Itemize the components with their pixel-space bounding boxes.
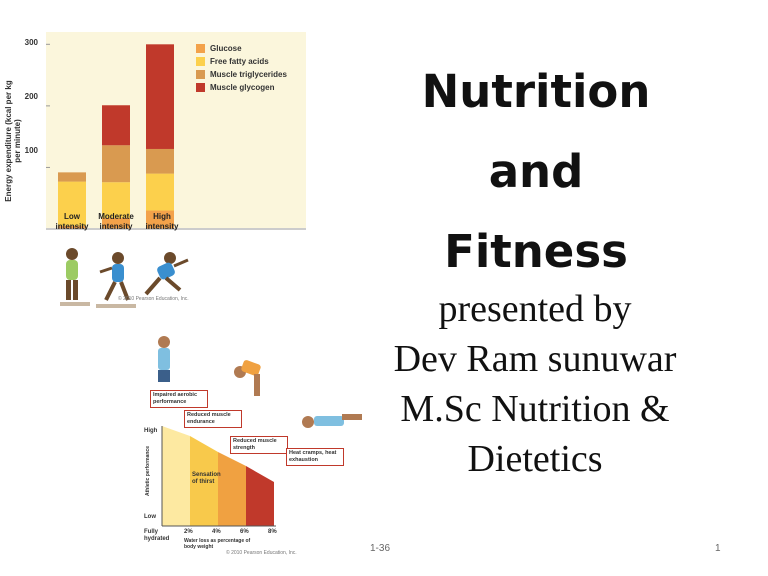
bar-segment-3-muscle-glycogen: [146, 44, 174, 149]
legend-item-muscle-triglycerides: Muscle triglycerides: [196, 68, 287, 81]
subtitle-presented-by: presented by: [438, 288, 632, 330]
y-tick-100: 100: [24, 146, 38, 155]
callout-reduced-endurance: Reduced muscle endurance: [184, 410, 242, 428]
x-tick-8: 8%: [268, 529, 277, 535]
sensation-of-thirst-label: Sensation of thirst: [192, 472, 221, 485]
slide-title: Nutrition and Fitness: [380, 52, 692, 292]
title-line-and: and: [488, 145, 584, 198]
energy-expenditure-figure: Energy expenditure (kcal per kg per minu…: [0, 22, 312, 310]
bar-segment-2-glucose: [102, 217, 130, 229]
bar-segment-2-muscle-glycogen: [102, 105, 130, 146]
person-lying-down-illustration: [302, 414, 362, 428]
bar-segment-3-glucose: [146, 210, 174, 229]
jogger-illustration: [96, 252, 136, 308]
y-high-label: High: [144, 428, 158, 434]
person-head-in-hands-illustration: [158, 336, 170, 382]
y-tick-200: 200: [24, 92, 38, 101]
bar-segment-1-free-fatty-acids: [58, 181, 86, 226]
sprinter-illustration: [144, 252, 189, 296]
x-category-low: Low intensity: [55, 212, 89, 231]
stacked-bar-chart: [46, 43, 306, 308]
legend-item-muscle-glycogen: Muscle glycogen: [196, 81, 287, 94]
walker-illustration: [60, 248, 90, 306]
x-fully-hydrated-label: Fully hydrated: [144, 529, 170, 542]
chart-legend: Glucose Free fatty acids Muscle triglyce…: [196, 42, 287, 94]
bar-segment-2-free-fatty-acids: [102, 182, 130, 218]
bar-segment-2-muscle-triglycerides: [102, 145, 130, 183]
title-line-nutrition: Nutrition: [421, 65, 651, 118]
subtitle-author-name: Dev Ram sunuwar: [393, 338, 677, 380]
bar-segment-3-free-fatty-acids: [146, 173, 174, 211]
title-line-fitness: Fitness: [444, 225, 628, 278]
x-axis-water-loss-label: Water loss as percentage of body weight: [184, 538, 251, 550]
slide-footer-range: 1-36: [370, 543, 391, 554]
x-category-moderate: Moderate intensity: [98, 212, 134, 231]
legend-item-free-fatty-acids: Free fatty acids: [196, 55, 287, 68]
subtitle-degree: M.Sc Nutrition &: [400, 388, 670, 430]
figure-credit: © 2010 Pearson Education, Inc.: [118, 296, 189, 302]
callout-reduced-strength: Reduced muscle strength: [230, 436, 288, 454]
legend-item-glucose: Glucose: [196, 42, 287, 55]
slide-subtitle: presented by Dev Ram sunuwar M.Sc Nutrit…: [362, 284, 708, 484]
subtitle-dietetics: Dietetics: [467, 438, 603, 480]
y-axis-athletic-performance: Athletic performance: [145, 446, 151, 497]
person-bent-over-illustration: [234, 360, 261, 396]
bar-segment-1-muscle-triglycerides: [58, 172, 86, 182]
x-tick-2: 2%: [184, 529, 193, 535]
callout-impaired-aerobic: Impaired aerobic performance: [150, 390, 208, 408]
chart-plot-area: [46, 32, 306, 228]
y-low-label: Low: [144, 514, 156, 520]
dehydration-chart: [158, 336, 362, 527]
x-category-high: High intensity: [145, 212, 179, 231]
x-tick-4: 4%: [212, 529, 221, 535]
callout-heat-cramps: Heat cramps, heat exhaustion: [286, 448, 344, 466]
bar-segment-3-muscle-triglycerides: [146, 148, 174, 174]
bar-segment-1-glucose: [58, 225, 86, 229]
slide-page-number: 1: [715, 543, 721, 554]
figure-credit-2: © 2010 Pearson Education, Inc.: [226, 550, 297, 556]
y-tick-300: 300: [24, 38, 38, 47]
x-tick-6: 6%: [240, 529, 249, 535]
dehydration-figure: Impaired aerobic performance Reduced mus…: [138, 332, 368, 560]
